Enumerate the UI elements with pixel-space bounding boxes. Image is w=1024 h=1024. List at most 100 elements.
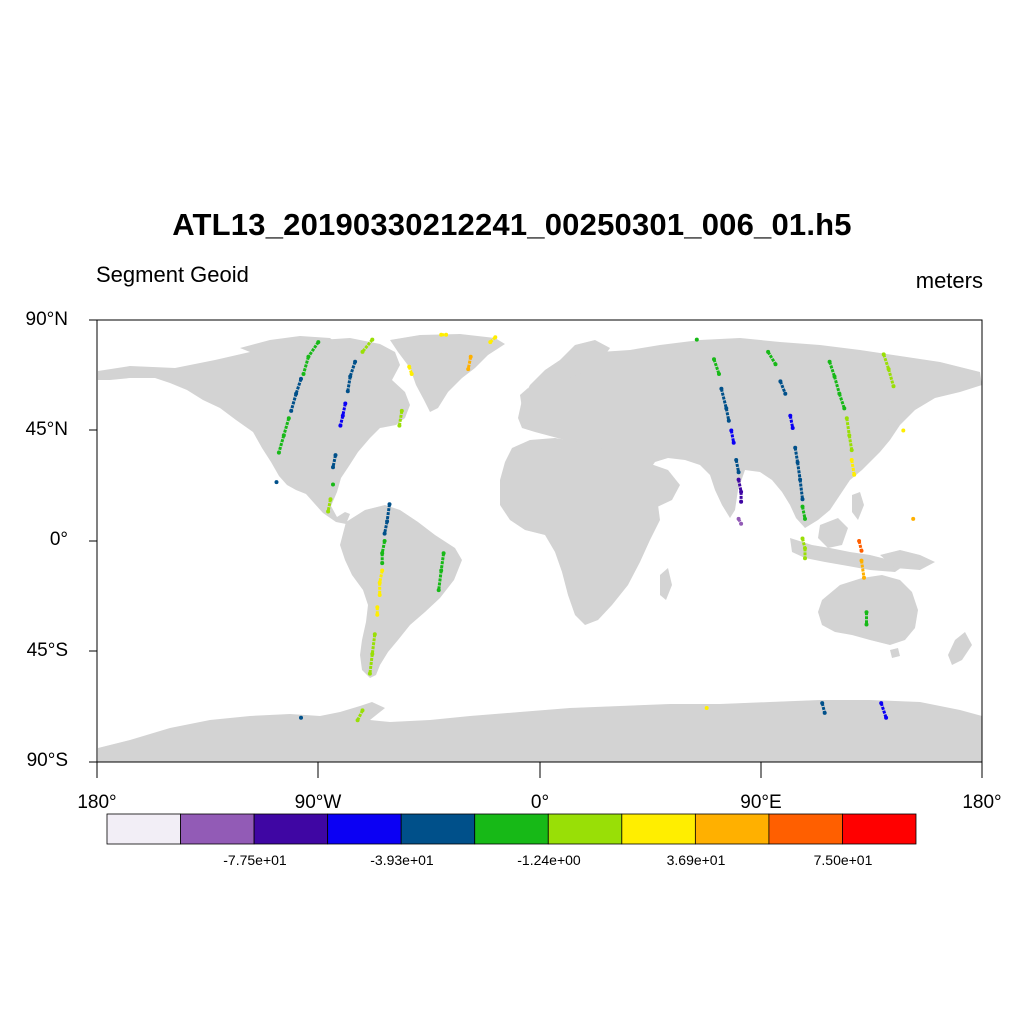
north-america-landmass [98, 338, 410, 524]
units-label: meters [915, 268, 983, 293]
track-segment [887, 368, 895, 387]
track-segment [346, 376, 352, 392]
africa-landmass [500, 438, 660, 625]
track-point [466, 367, 471, 372]
antarctica-landmass [98, 700, 982, 762]
colorbar-swatch [106, 813, 181, 845]
colorbar [106, 813, 917, 845]
track-point [409, 372, 414, 376]
track-point [717, 372, 721, 376]
track-segment [348, 361, 357, 377]
lat-tick-label: 90°S [26, 750, 68, 771]
british-isles [520, 388, 534, 410]
track-point [800, 497, 805, 502]
borneo [818, 518, 848, 548]
colorbar-label: -1.24e+00 [517, 852, 581, 868]
variable-name: Segment Geoid [96, 262, 249, 287]
track-point [331, 465, 335, 470]
colorbar-swatch [474, 813, 549, 845]
track-segment [294, 378, 303, 395]
track-point [274, 480, 279, 485]
track-segment [847, 435, 854, 451]
track-segment [341, 403, 347, 417]
track-segment [734, 459, 741, 473]
colorbar-label: -7.75e+01 [223, 852, 287, 868]
lat-tick-label: 45°N [25, 419, 68, 440]
track-segment [850, 459, 856, 475]
track-point [493, 335, 498, 340]
track-segment [439, 553, 446, 571]
satellite-tracks [274, 332, 916, 723]
track-segment [466, 356, 473, 370]
track-point [289, 408, 294, 413]
colorbar-label: -3.93e+01 [370, 852, 434, 868]
colorbar-label: 3.69e+01 [666, 852, 726, 868]
track-segment [302, 356, 310, 375]
track-point [739, 499, 744, 504]
track-segment [361, 338, 374, 353]
track-point [299, 715, 303, 720]
track-segment [833, 376, 841, 395]
track-point [377, 593, 382, 597]
track-point [331, 482, 335, 487]
track-segment [378, 570, 384, 584]
track-point [849, 448, 854, 453]
track-point [367, 671, 372, 676]
track-segment [331, 454, 337, 468]
track-point [276, 450, 281, 455]
track-point [790, 426, 795, 430]
track-point [360, 349, 365, 354]
track-segment [397, 410, 404, 426]
track-segment [719, 388, 728, 409]
colorbar-swatch [253, 813, 329, 845]
arabian-peninsula [618, 462, 680, 508]
track-segment [796, 462, 802, 480]
australia-landmass [818, 575, 918, 645]
track-segment [437, 570, 443, 591]
track-point [375, 612, 380, 617]
track-segment [724, 408, 731, 421]
track-point [736, 470, 741, 475]
new-guinea [880, 550, 935, 570]
track-point [803, 516, 807, 521]
track-point [864, 622, 869, 627]
track-point [694, 337, 699, 342]
eurasia-landmass [518, 338, 982, 528]
track-point [891, 384, 896, 389]
colorbar-swatch [842, 813, 917, 845]
axis-ticks [89, 319, 983, 778]
track-point [842, 406, 847, 411]
track-point [704, 706, 709, 710]
plot-title: ATL13_20190330212241_00250301_006_01.h5 [172, 207, 852, 242]
colorbar-swatch [180, 813, 255, 845]
track-point [436, 588, 441, 593]
colorbar-swatch [400, 813, 476, 845]
track-point [803, 556, 807, 561]
track-segment [882, 353, 891, 370]
track-point [301, 372, 306, 376]
lat-tick-label: 0° [49, 529, 68, 550]
track-point [852, 472, 857, 477]
track-point [355, 718, 360, 723]
tasmania [890, 648, 900, 658]
track-segment [712, 358, 721, 375]
track-point [380, 561, 385, 566]
track-segment [798, 479, 804, 500]
track-segment [729, 430, 736, 444]
lon-tick-label: 180° [77, 792, 117, 813]
track-point [822, 710, 827, 715]
track-segment [793, 447, 800, 463]
track-point [345, 389, 350, 394]
scandinavia [560, 340, 610, 378]
colorbar-swatch [621, 813, 696, 845]
track-point [444, 332, 449, 337]
track-segment [383, 521, 389, 534]
land-masses [98, 334, 982, 762]
lon-tick-label: 0° [530, 792, 550, 813]
track-segment [828, 361, 836, 377]
greenland-landmass [390, 334, 505, 412]
track-point [862, 575, 866, 580]
colorbar-swatch [768, 813, 843, 845]
track-point [739, 521, 744, 526]
